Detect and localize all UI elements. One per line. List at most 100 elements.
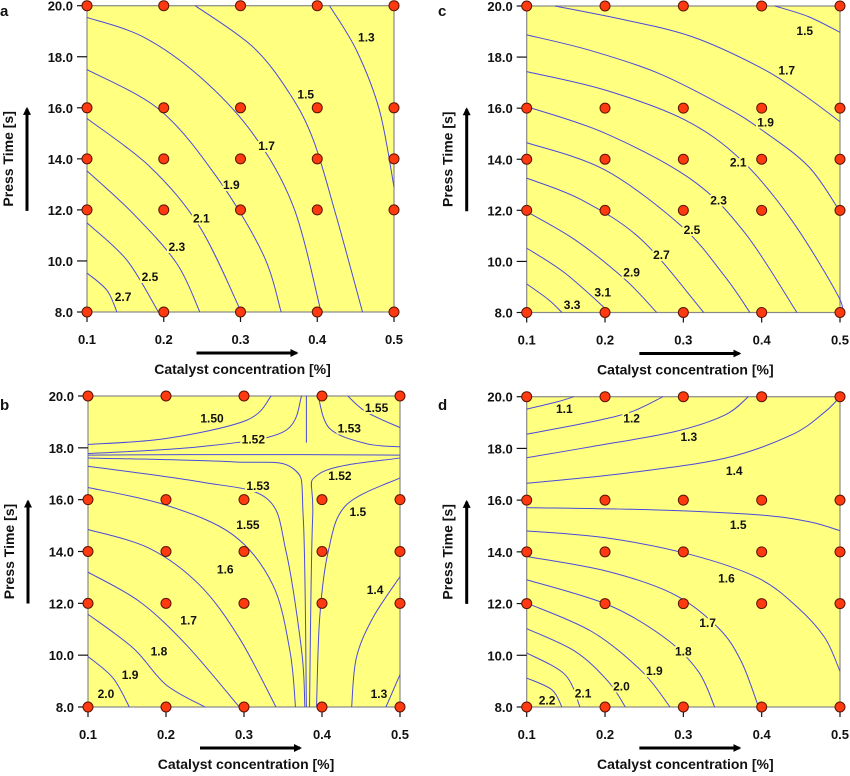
contour-line-3.1 [526, 247, 611, 313]
contour-line-1.5 [316, 477, 401, 708]
design-point [311, 204, 323, 216]
contour-line-1.9 [87, 613, 206, 708]
design-point [388, 306, 400, 318]
design-point [238, 390, 250, 402]
design-point [834, 494, 846, 506]
design-point [756, 391, 768, 403]
x-tick-label: 0.3 [235, 727, 253, 742]
contour-label: 1.52 [242, 433, 266, 447]
contour-line-1.6 [526, 530, 841, 672]
y-axis-label: Press Time [s] [0, 111, 16, 206]
contour-label: 1.8 [675, 644, 692, 658]
design-point [599, 546, 611, 558]
contour-line-1.55 [347, 395, 401, 429]
contour-line-1.53 [317, 395, 401, 448]
contour-label: 1.3 [358, 30, 375, 44]
contour-line-1.2 [526, 396, 664, 435]
design-point [677, 546, 689, 558]
design-point [599, 0, 611, 12]
x-axis-label: Catalyst concentration [%] [597, 362, 774, 378]
contour-line-2.5 [86, 222, 159, 313]
x-axis-label: Catalyst concentration [%] [597, 756, 774, 772]
design-point [160, 701, 172, 713]
y-tick-label: 10.0 [48, 254, 73, 269]
design-point [521, 307, 533, 318]
x-tick-label: 0.4 [308, 332, 327, 347]
design-point [521, 546, 533, 558]
x-tick-label: 0.1 [79, 727, 97, 742]
design-point [388, 102, 400, 114]
x-tick-label: 0.5 [391, 727, 409, 742]
x-tick-label: 0.4 [313, 727, 332, 742]
design-point [834, 102, 846, 114]
contour-label: 2.3 [710, 194, 727, 208]
contour-line-2.7 [526, 177, 705, 313]
contour-line-2.0 [87, 656, 130, 708]
design-point [756, 494, 768, 506]
contour-line-1.9 [86, 69, 282, 313]
contour-label: 1.9 [122, 668, 139, 682]
x-tick-label: 0.2 [155, 332, 173, 347]
x-tick-label: 0.2 [596, 333, 614, 348]
design-point [834, 307, 846, 318]
y-tick-label: 8.0 [495, 306, 513, 321]
y-tick-label: 20.0 [487, 390, 512, 405]
design-point [316, 546, 328, 557]
contour-label: 2.3 [168, 240, 185, 254]
design-point [756, 204, 768, 216]
design-point [235, 102, 246, 114]
contour-label: 3.3 [564, 298, 581, 312]
design-point [82, 390, 94, 402]
design-point [160, 494, 172, 506]
contour-label: 1.5 [297, 88, 314, 102]
design-point [235, 153, 246, 165]
y-tick-label: 18.0 [487, 50, 512, 65]
contour-label: 2.0 [98, 687, 115, 701]
contour-label: 2.7 [653, 248, 670, 262]
design-point [599, 701, 611, 713]
design-point [521, 102, 533, 114]
design-point [235, 306, 246, 318]
x-tick-label: 0.4 [753, 727, 772, 742]
contour-line-1.9 [526, 34, 841, 212]
design-point [521, 598, 533, 610]
design-point [158, 0, 170, 12]
design-point [158, 204, 170, 216]
contour-label: 1.9 [646, 664, 663, 678]
contour-line-1.6 [87, 486, 296, 708]
x-tick-label: 0.2 [596, 727, 614, 742]
design-point [521, 701, 533, 713]
design-point [311, 102, 323, 114]
contour-label: 1.6 [217, 562, 234, 576]
contour-line-2.2 [526, 677, 563, 708]
panel-label: a [0, 3, 9, 20]
panel-d: d 1.1 1.2 1.3 1.4 1.5 1.6 1.7 1.8 1.9 2.0 2.1 2.2 8.0… [438, 390, 849, 772]
design-point [394, 494, 406, 506]
contour-line-1.4 [526, 396, 841, 484]
contour-line-3.3 [526, 283, 563, 313]
contour-label: 1.4 [726, 464, 743, 478]
x-tick-label: 0.1 [518, 333, 536, 348]
design-point [81, 102, 93, 114]
design-point [599, 598, 611, 610]
y-tick-label: 14.0 [48, 152, 73, 167]
x-tick-label: 0.3 [674, 333, 692, 348]
y-tick-label: 8.0 [55, 305, 73, 320]
design-point [834, 546, 846, 558]
design-point [756, 701, 768, 713]
contour-label: 2.5 [142, 270, 159, 284]
design-point [756, 153, 768, 165]
contour-line-2.0 [526, 628, 626, 708]
contour-line-1.52 [309, 457, 401, 708]
contour-label: 2.0 [613, 679, 630, 693]
y-tick-label: 16.0 [49, 493, 74, 508]
contour-label: 1.3 [680, 430, 697, 444]
design-point [756, 546, 768, 558]
contour-line-1.8 [87, 571, 240, 708]
x-tick-label: 0.1 [78, 332, 96, 347]
contour-line-1.7 [554, 5, 841, 123]
contour-line-1.8 [526, 579, 716, 708]
design-point [238, 597, 250, 609]
contour-line-1.53 [87, 457, 307, 708]
y-tick-label: 14.0 [487, 545, 512, 560]
